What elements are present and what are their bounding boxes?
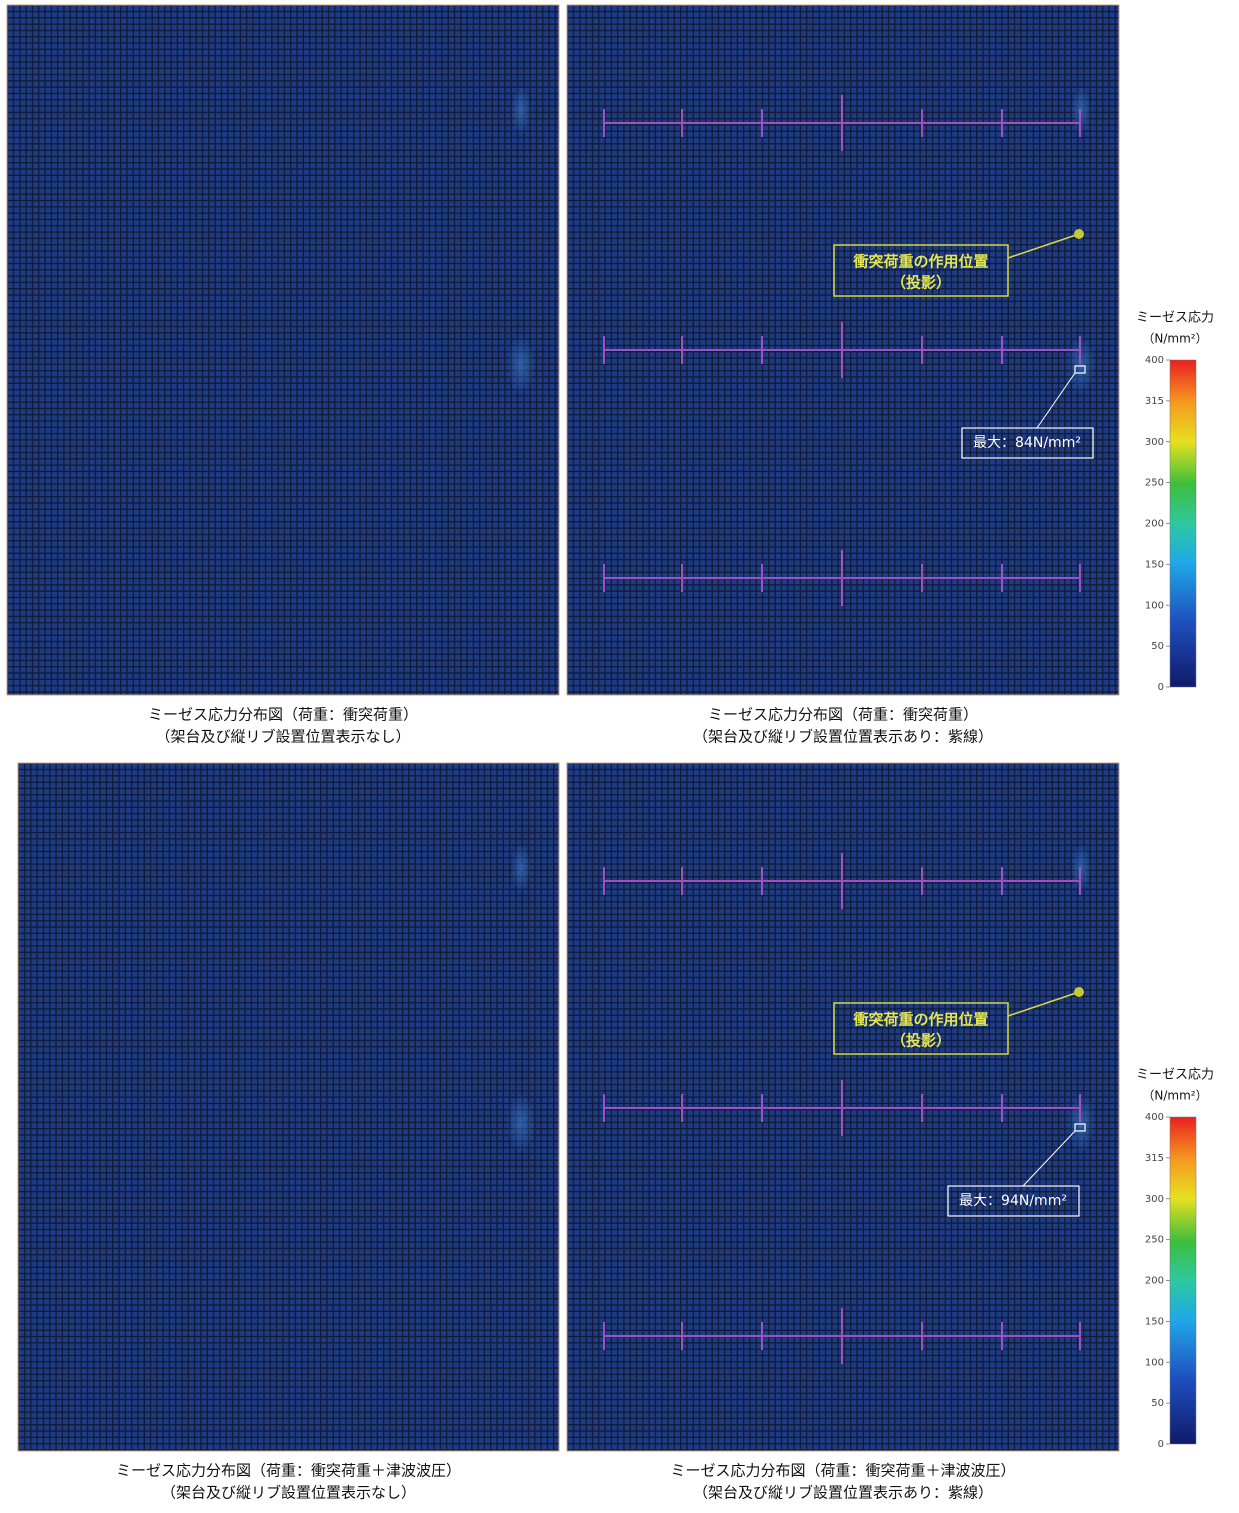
colorbar-title: ミーゼス応力 (1136, 1068, 1214, 1083)
load-label: （投影） (891, 1032, 951, 1050)
leader (1007, 233, 1080, 259)
colorbar-tick-label: 400 (1145, 355, 1164, 366)
colorbar-tick-label: 250 (1145, 478, 1164, 489)
load-label-box (833, 244, 1009, 297)
colorbar-tick-label: 150 (1145, 1316, 1164, 1327)
caption: （架台及び縦リブ設置位置表示あり：紫線） (693, 1484, 993, 1502)
colorbar-tick-label: 300 (1145, 1194, 1164, 1205)
caption: （架台及び縦リブ設置位置表示なし） (161, 1484, 416, 1502)
caption: ミーゼス応力分布図（荷重：衝突荷重＋津波波圧） (116, 1462, 461, 1480)
caption: （架台及び縦リブ設置位置表示あり：紫線） (693, 728, 993, 746)
stress-spot (507, 1093, 535, 1153)
colorbar-tick-label: 315 (1145, 396, 1164, 407)
colorbar-unit: （N/mm²） (1142, 1089, 1207, 1103)
caption: ミーゼス応力分布図（荷重：衝突荷重） (148, 706, 418, 724)
colorbar-tick-label: 50 (1151, 641, 1164, 652)
colorbar-title: ミーゼス応力 (1136, 311, 1214, 326)
colorbar-tick-label: 50 (1151, 1398, 1164, 1409)
colorbar-tick-label: 0 (1158, 1439, 1164, 1450)
leader (1022, 1130, 1076, 1187)
stress-panel (6, 4, 560, 696)
colorbar-tick-label: 300 (1145, 437, 1164, 448)
load-point (1074, 229, 1084, 239)
colorbar-tick-label: 150 (1145, 559, 1164, 570)
stress-spot (507, 335, 535, 395)
mesh (17, 762, 560, 1452)
colorbar-tick-label: 100 (1145, 1357, 1164, 1368)
leader (1007, 991, 1080, 1017)
caption: （架台及び縦リブ設置位置表示なし） (155, 728, 410, 746)
colorbar-unit: （N/mm²） (1142, 332, 1207, 346)
colorbar (1169, 359, 1197, 688)
load-label: 衝突荷重の作用位置 (852, 253, 988, 271)
stress-panel: 衝突荷重の作用位置 （投影） 最大：94N/mm² (566, 762, 1120, 1452)
colorbar-tick-label: 200 (1145, 1276, 1164, 1287)
colorbar-tick-label: 0 (1158, 682, 1164, 693)
load-point (1074, 987, 1084, 997)
colorbar-tick-label: 200 (1145, 519, 1164, 530)
caption: ミーゼス応力分布図（荷重：衝突荷重＋津波波圧） (670, 1462, 1015, 1480)
colorbar-tick-label: 315 (1145, 1153, 1164, 1164)
max-label-box (961, 427, 1094, 459)
mesh (6, 4, 560, 696)
caption: ミーゼス応力分布図（荷重：衝突荷重） (708, 706, 978, 724)
load-label-box (833, 1002, 1009, 1055)
colorbar (1169, 1116, 1197, 1445)
load-label: （投影） (891, 274, 951, 292)
colorbar-tick-label: 250 (1145, 1235, 1164, 1246)
colorbar-tick-label: 100 (1145, 600, 1164, 611)
load-label: 衝突荷重の作用位置 (852, 1011, 988, 1029)
colorbar-tick-label: 400 (1145, 1112, 1164, 1123)
stress-spot (511, 85, 531, 135)
stress-panel (17, 762, 560, 1452)
stress-panel: 衝突荷重の作用位置 （投影） 最大：84N/mm² (566, 4, 1120, 696)
stress-spot (511, 843, 531, 893)
max-label: 最大：94N/mm² (959, 1193, 1067, 1209)
max-label: 最大：84N/mm² (973, 435, 1081, 451)
leader (1036, 372, 1076, 429)
max-marker (1074, 365, 1086, 374)
max-marker (1074, 1123, 1086, 1132)
max-label-box (947, 1185, 1080, 1217)
